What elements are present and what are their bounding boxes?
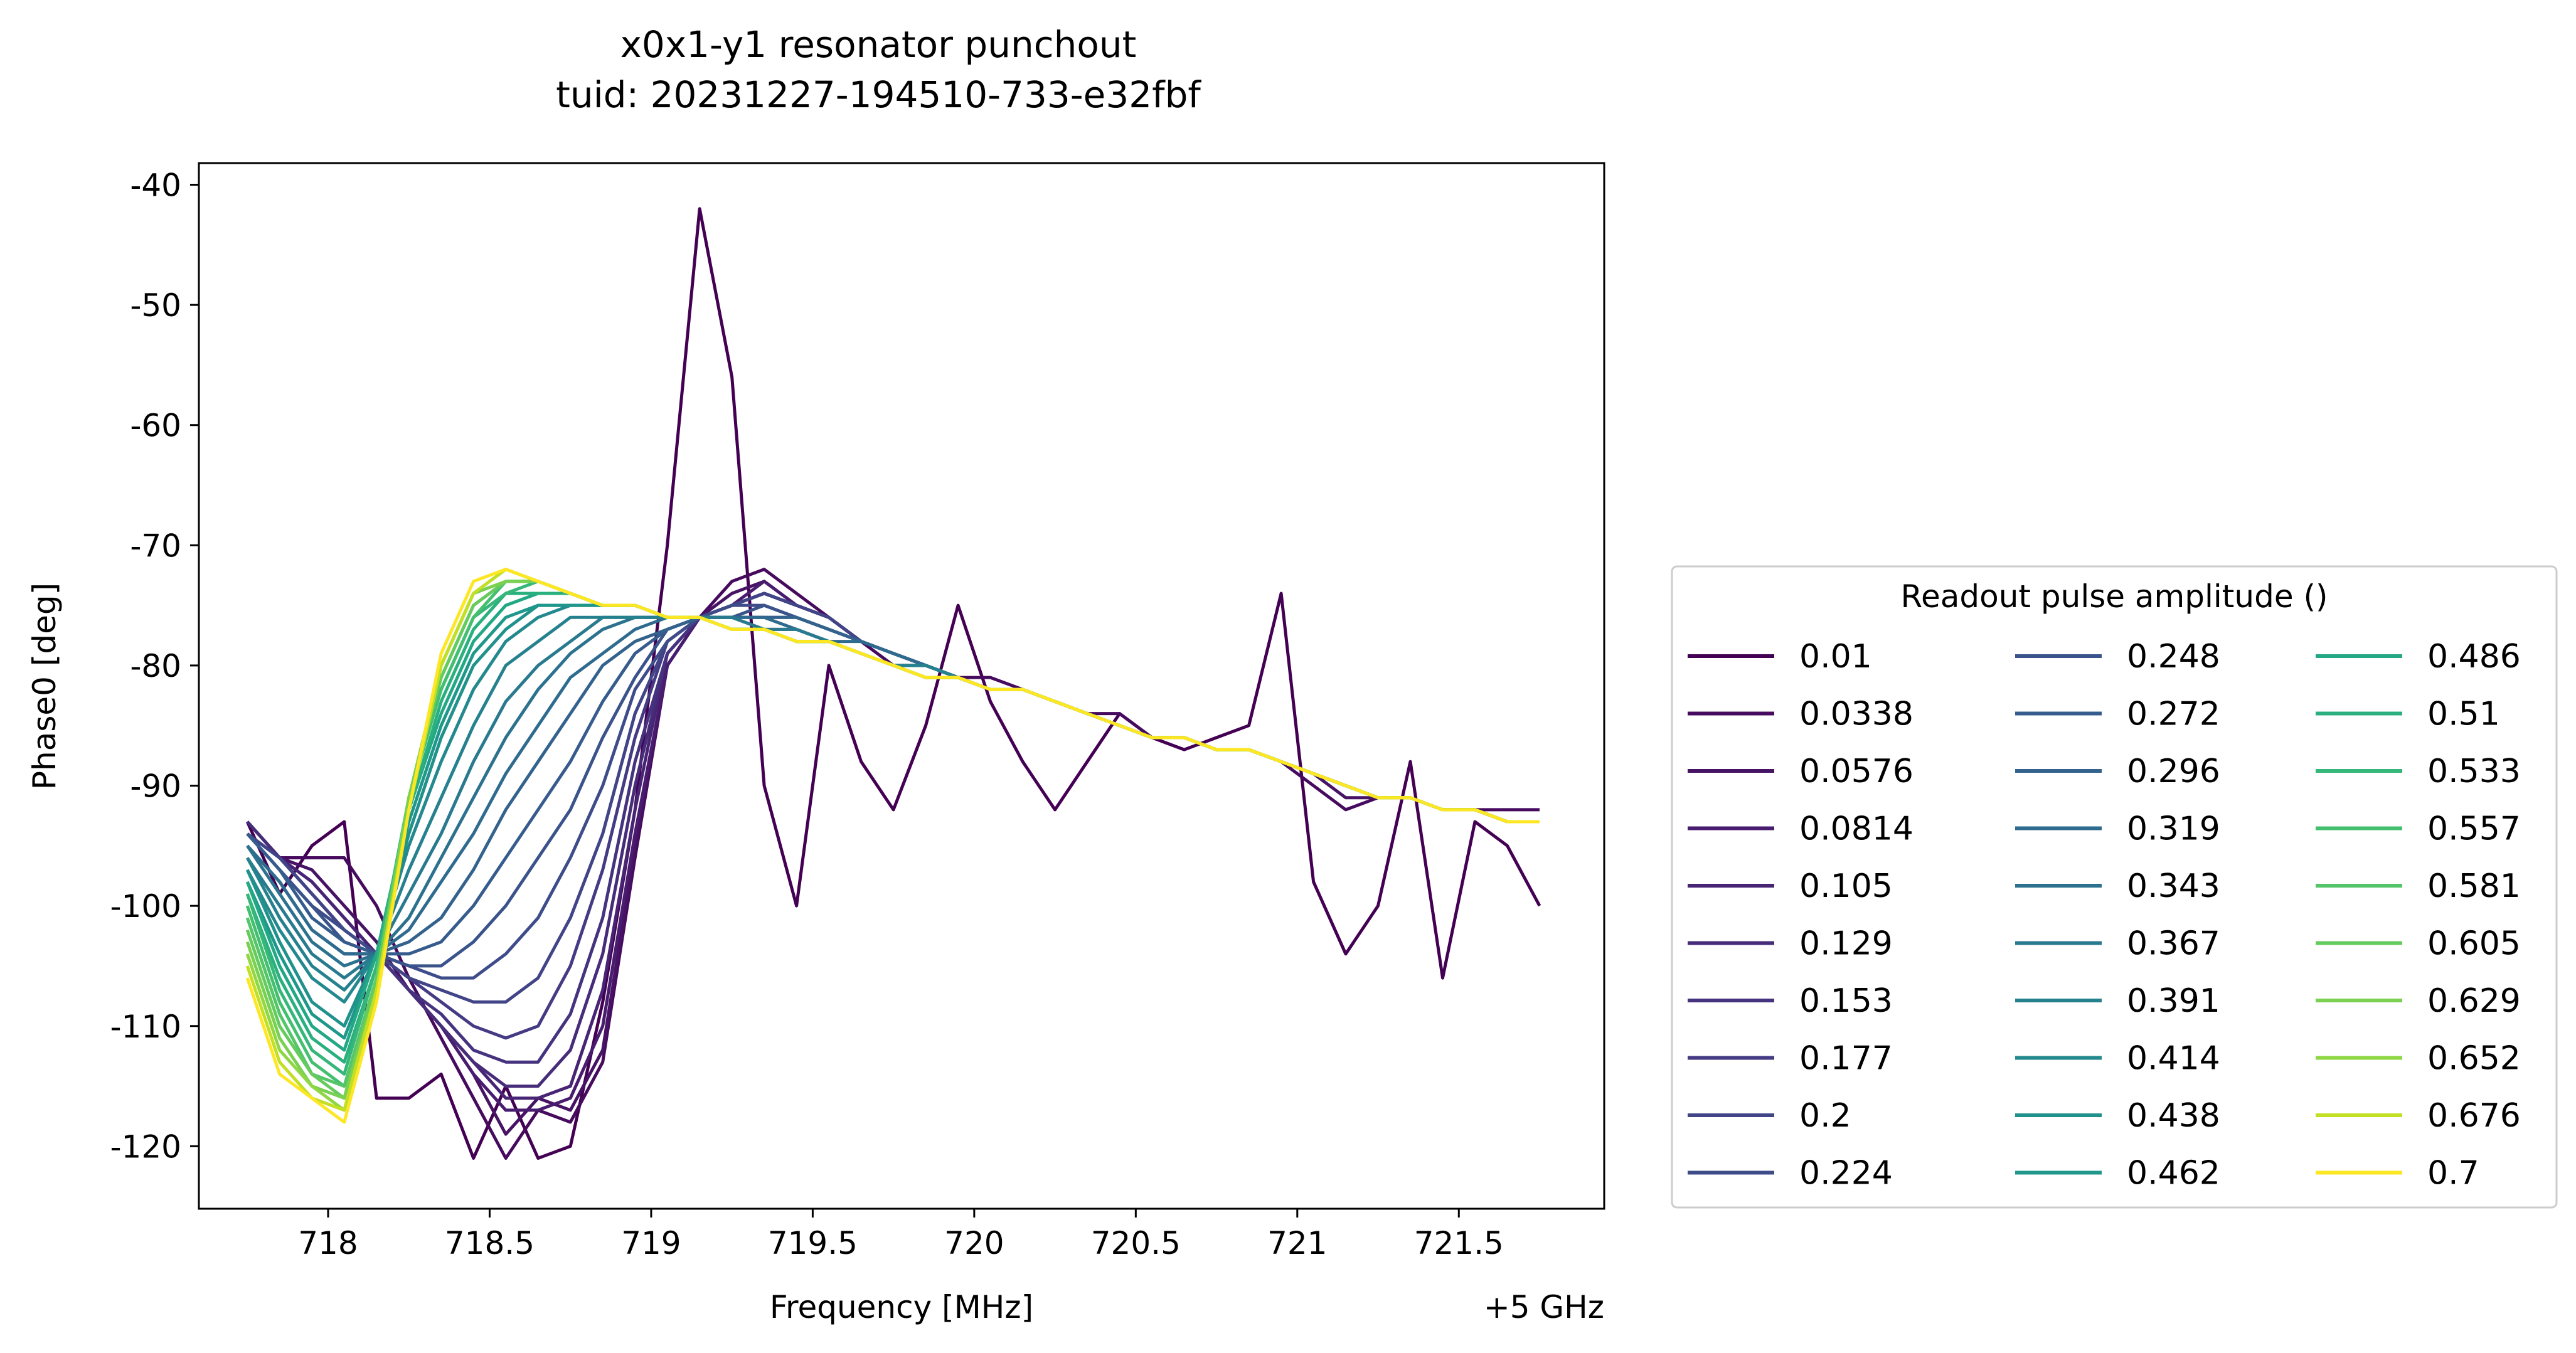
legend-label: 0.319 <box>2127 810 2220 848</box>
x-axis-ticks: 718 718.5 719 719.5 720 720.5 721 721.5 <box>298 1209 1504 1261</box>
legend-label: 0.533 <box>2427 753 2521 790</box>
legend-label: 0.676 <box>2427 1097 2521 1135</box>
legend-label: 0.0814 <box>1799 810 1913 848</box>
x-tick-label: 718.5 <box>445 1225 535 1261</box>
legend-label: 0.0338 <box>1799 696 1913 733</box>
x-tick-label: 719 <box>621 1225 681 1261</box>
series-line-0 <box>245 207 1541 1160</box>
y-tick-label: -40 <box>130 167 181 203</box>
legend-label: 0.629 <box>2427 982 2521 1020</box>
chart-subtitle: tuid: 20231227-194510-733-e32fbf <box>556 73 1201 116</box>
x-tick-label: 721.5 <box>1414 1225 1504 1261</box>
chart-title: x0x1-y1 resonator punchout <box>620 23 1137 66</box>
legend-box <box>1671 565 2558 1209</box>
legend-label: 0.581 <box>2427 868 2521 905</box>
legend-label: 0.01 <box>1799 638 1872 676</box>
legend-label: 0.391 <box>2127 982 2220 1020</box>
legend-label: 0.438 <box>2127 1097 2220 1135</box>
legend-label: 0.486 <box>2427 638 2521 676</box>
legend-label: 0.367 <box>2127 925 2220 963</box>
x-axis-offset-label: +5 GHz <box>1484 1289 1604 1325</box>
y-axis-ticks: -40 -50 -60 -70 -80 -90 -100 -110 -120 <box>110 167 199 1165</box>
legend-label: 0.272 <box>2127 696 2220 733</box>
legend-label: 0.51 <box>2427 696 2500 733</box>
legend-label: 0.0576 <box>1799 753 1913 790</box>
x-tick-label: 720.5 <box>1091 1225 1181 1261</box>
y-tick-label: -80 <box>130 648 181 684</box>
legend-label: 0.177 <box>1799 1040 1893 1078</box>
y-tick-label: -70 <box>130 528 181 564</box>
x-tick-label: 721 <box>1267 1225 1327 1261</box>
y-tick-label: -90 <box>130 768 181 805</box>
legend-label: 0.224 <box>1799 1155 1893 1192</box>
legend-label: 0.557 <box>2427 810 2521 848</box>
legend-title: Readout pulse amplitude () <box>1900 578 2328 615</box>
legend-label: 0.296 <box>2127 753 2220 790</box>
x-tick-label: 718 <box>298 1225 358 1261</box>
y-tick-label: -50 <box>130 287 181 324</box>
legend-label: 0.153 <box>1799 982 1893 1020</box>
y-tick-label: -120 <box>110 1128 181 1165</box>
series-line-16 <box>245 615 1540 992</box>
legend-label: 0.105 <box>1799 868 1893 905</box>
y-tick-label: -110 <box>110 1009 181 1045</box>
y-tick-label: -60 <box>130 408 181 444</box>
legend-label: 0.248 <box>2127 638 2220 676</box>
legend-label: 0.462 <box>2127 1155 2220 1192</box>
y-axis-label: Phase0 [deg] <box>26 583 63 790</box>
x-axis-label: Frequency [MHz] <box>770 1289 1033 1325</box>
plot-frame <box>198 162 1605 1210</box>
legend-label: 0.7 <box>2427 1155 2479 1192</box>
legend-entries: 0.01 0.0338 0.0576 0.0814 0.105 0.129 0.153 0.1… <box>1688 638 2521 1192</box>
legend-label: 0.605 <box>2427 925 2521 963</box>
legend: Readout pulse amplitude () 0.010.03380.0… <box>1671 565 2558 1209</box>
legend-label: 0.343 <box>2127 868 2220 905</box>
x-tick-label: 720 <box>944 1225 1004 1261</box>
plot-lines <box>245 207 1541 1160</box>
y-tick-label: -100 <box>110 888 181 925</box>
x-tick-label: 719.5 <box>768 1225 858 1261</box>
legend-label: 0.414 <box>2127 1040 2220 1078</box>
legend-label: 0.2 <box>1799 1097 1851 1135</box>
series-line-29 <box>245 568 1540 1124</box>
legend-label: 0.129 <box>1799 925 1893 963</box>
legend-label: 0.652 <box>2427 1040 2521 1078</box>
